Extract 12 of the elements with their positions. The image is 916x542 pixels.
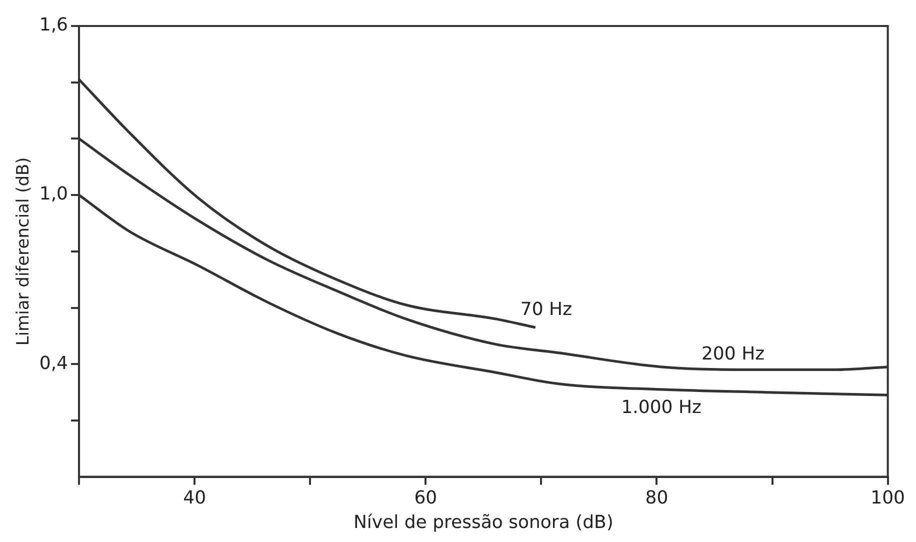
x-axis-title: Nível de pressão sonora (dB) bbox=[353, 512, 614, 533]
series-label: 70 Hz bbox=[520, 299, 572, 320]
series-label: 1.000 Hz bbox=[621, 397, 702, 418]
x-tick-label: 60 bbox=[414, 487, 438, 508]
series-label: 200 Hz bbox=[701, 343, 765, 364]
x-tick-label: 40 bbox=[183, 487, 206, 508]
y-tick-label: 1,0 bbox=[39, 184, 68, 205]
y-axis-title: Limiar diferencial (dB) bbox=[14, 157, 34, 346]
x-tick-label: 80 bbox=[645, 487, 668, 508]
x-tick-label: 100 bbox=[870, 487, 905, 508]
y-tick-label: 0,4 bbox=[39, 352, 68, 374]
y-tick-label: 1,6 bbox=[39, 14, 68, 36]
